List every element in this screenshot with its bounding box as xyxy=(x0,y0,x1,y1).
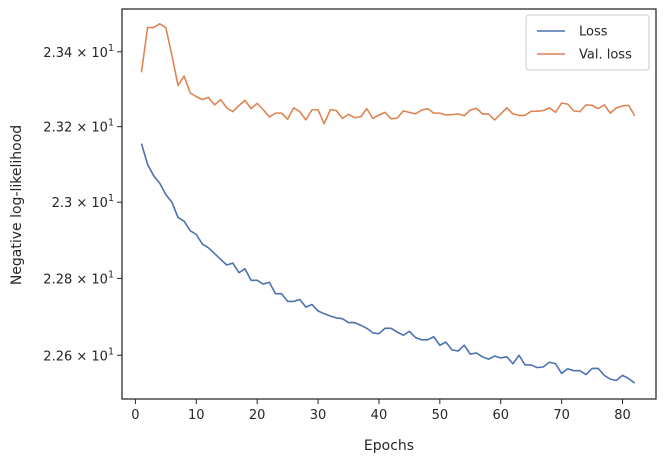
x-tick-label: 70 xyxy=(553,408,570,423)
y-tick-label: 2.3 × 101 xyxy=(52,193,114,211)
plot-frame xyxy=(121,8,657,400)
x-axis-label: Epochs xyxy=(364,438,414,454)
legend: Loss Val. loss xyxy=(525,14,650,71)
y-tick-label: 2.32 × 101 xyxy=(43,118,114,136)
y-axis-ticks: 2.26 × 101 2.28 × 101 2.3 × 101 2.32 × 101 2… xyxy=(43,43,122,364)
series-line-loss xyxy=(140,143,636,384)
x-tick-label: 0 xyxy=(131,408,139,423)
series-line-val-loss xyxy=(140,23,636,125)
y-tick-label: 2.28 × 101 xyxy=(43,269,114,287)
y-tick-label: 2.26 × 101 xyxy=(43,346,114,364)
x-tick-label: 50 xyxy=(432,408,449,423)
x-tick-label: 20 xyxy=(249,408,266,423)
x-axis-ticks: 0 10 20 30 40 50 60 70 80 xyxy=(131,399,631,423)
y-tick-label: 2.34 × 101 xyxy=(43,43,114,61)
legend-label-loss: Loss xyxy=(579,25,608,40)
x-tick-label: 30 xyxy=(310,408,327,423)
x-tick-label: 40 xyxy=(371,408,388,423)
y-axis-label: Negative log-likelihood xyxy=(9,125,25,285)
x-tick-label: 10 xyxy=(188,408,205,423)
x-tick-label: 60 xyxy=(492,408,509,423)
legend-label-val-loss: Val. loss xyxy=(579,48,632,63)
legend-box xyxy=(525,14,650,71)
series-lines xyxy=(140,23,636,384)
x-tick-label: 80 xyxy=(614,408,631,423)
